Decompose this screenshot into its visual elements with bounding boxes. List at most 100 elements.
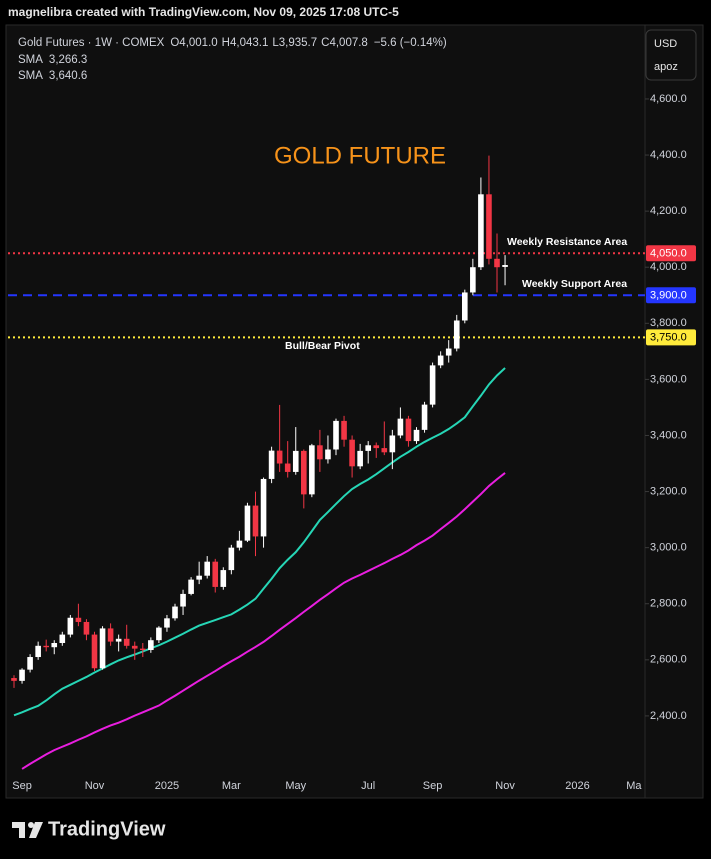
logo-mark [29,822,43,838]
ohlc-key: H [222,37,230,49]
candle-body [115,638,122,642]
candle-body [220,570,227,587]
candle-body [91,634,98,669]
ohlc-key: C [321,37,329,49]
candle-body [445,348,452,356]
candle-body [462,292,468,321]
candle-body [156,627,162,641]
x-tick-label: Jul [361,780,375,792]
candle-body [405,418,412,442]
candle-body [349,439,355,467]
candle-body [397,418,404,436]
candle-body [196,575,202,580]
candle-body [276,450,283,464]
candle-body [164,618,170,628]
level-price-label: 4,050.0 [650,248,687,260]
candle-body [389,435,396,453]
candle-body [11,678,17,681]
y-tick-label: 2,400.0 [650,710,687,722]
candle-body [325,449,331,460]
level-price-label: 3,750.0 [650,332,687,344]
legend-value: 3,640.6 [49,70,87,82]
plot-area [8,155,645,770]
candle-body [357,450,363,467]
candle-body [180,593,186,607]
candle-body [67,617,74,635]
x-tick-label: Nov [495,780,515,792]
candle-body [365,445,371,451]
y-tick-label: 2,800.0 [650,598,687,610]
legend-name: SMA [18,70,43,82]
candle-body [123,638,130,646]
candle-body [478,194,484,268]
level-price-box [646,287,696,304]
x-tick-label: Nov [85,780,105,792]
candle-body [244,505,251,541]
overlay: Gold Futures · 1W · COMEX O 4,001.0 H 4,043.… [12,37,696,792]
logo-dot [28,822,34,828]
candle-body [236,540,243,548]
candle-body [284,463,291,472]
candle-body [494,258,500,268]
candle-body [470,267,476,293]
currency: USD [654,38,677,50]
candle-body [19,669,25,681]
candle-body [301,450,307,495]
candle-body [260,478,267,537]
candle-body [292,450,299,472]
y-tick-label: 4,400.0 [650,149,687,161]
y-tick-label: 3,600.0 [650,373,687,385]
candle-body [437,355,444,366]
x-tick-label: Sep [423,780,443,792]
ohlc-value: 3,935.7 [279,37,317,49]
y-tick-label: 3,200.0 [650,485,687,497]
x-tick-label: 2025 [155,780,179,792]
candle-body [188,579,194,594]
y-tick-label: 4,200.0 [650,205,687,217]
candle-body [75,617,82,622]
brand: TradingView [48,818,166,840]
y-tick-label: 3,800.0 [650,317,687,329]
scale-mode: apoz [654,61,678,73]
candle-body [204,561,210,576]
candle-body [309,445,315,495]
y-tick-label: 2,600.0 [650,654,687,666]
candle-body [140,648,146,651]
candle-body [212,561,219,587]
change: −5.6 (−0.14%) [374,37,447,49]
candle-body [172,606,178,619]
level-price-box [646,245,696,262]
x-tick-label: 2026 [565,780,589,792]
currency-box[interactable] [645,29,697,81]
candle-body [268,450,275,479]
level-price-box [646,329,696,346]
sma-line [21,472,506,770]
sma-line [13,367,506,717]
x-tick-label: May [285,780,306,792]
brand-logo: TradingView [12,818,166,840]
level-price-label: 3,900.0 [650,290,687,302]
ohlc-value: 4,001.0 [179,37,217,49]
legend-value: 3,266.3 [49,54,87,66]
x-tick-label: Sep [12,780,32,792]
candle-body [486,194,492,259]
candle-body [341,420,347,440]
credit: magnelibra created with TradingView.com,… [8,5,399,19]
symbol: Gold Futures · 1W · COMEX [18,37,165,49]
x-tick-label: Ma [626,780,642,792]
candle-body [429,365,436,405]
candle-body [228,547,235,571]
candle-body [35,645,41,658]
y-tick-label: 3,400.0 [650,429,687,441]
candle-body [381,448,388,453]
candle-body [252,505,259,537]
candle-body [333,420,339,450]
level-name: Weekly Resistance Area [507,236,627,248]
ohlc-value: 4,007.8 [329,37,367,49]
chart-panel [5,24,704,799]
candle-body [83,621,90,635]
candle-body [99,628,106,669]
candle-body [59,634,66,644]
y-tick-label: 3,000.0 [650,542,687,554]
